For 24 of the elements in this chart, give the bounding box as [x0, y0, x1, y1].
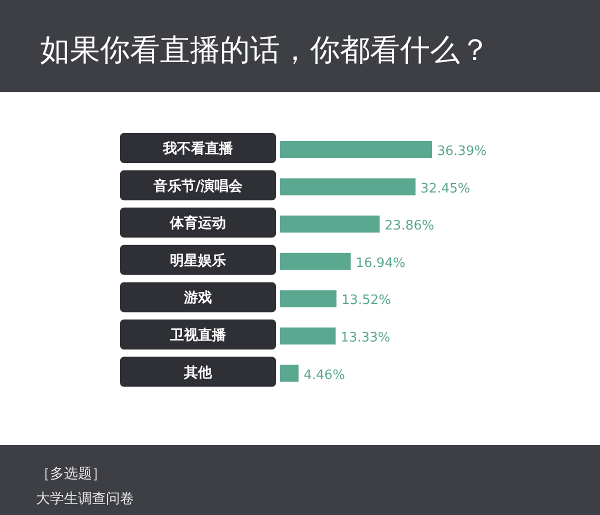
- y-tick-label: 明星娱乐: [170, 252, 226, 269]
- data-label: 16.94%: [356, 256, 406, 271]
- y-tick-label: 体育运动: [169, 214, 226, 232]
- data-label: 23.86%: [384, 218, 434, 234]
- y-tick-label: 卫视直播: [169, 326, 227, 344]
- bar: [280, 328, 336, 344]
- bar: [280, 252, 351, 270]
- bar: [280, 290, 336, 308]
- text: ［多选题］: [36, 466, 106, 482]
- bar: [280, 216, 380, 233]
- data-label: 4.46%: [304, 368, 345, 383]
- bar: [280, 141, 432, 158]
- chart-title: 如果你看直播的话，你都看什么？: [40, 33, 490, 68]
- data-label: 36.39%: [437, 144, 487, 159]
- data-label: 32.45%: [420, 181, 470, 196]
- text: 大学生调查问卷: [36, 491, 134, 507]
- data-label: 13.52%: [341, 293, 392, 308]
- bar: [280, 364, 299, 382]
- y-tick-label: 音乐节/演唱会: [152, 177, 244, 194]
- y-tick-label: 其他: [183, 364, 213, 381]
- data-label: 13.33%: [340, 330, 390, 346]
- y-tick-label: 游戏: [183, 290, 212, 306]
- y-tick-label: 我不看直播: [162, 140, 234, 157]
- bar: [280, 178, 416, 196]
